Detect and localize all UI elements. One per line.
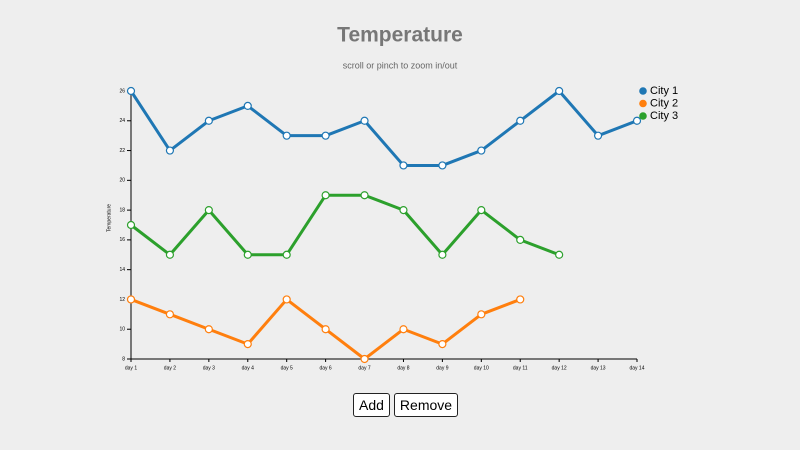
data-point xyxy=(321,325,330,334)
data-point xyxy=(438,340,447,349)
y-tick-label: 8 xyxy=(122,356,125,362)
data-point xyxy=(516,116,525,125)
x-tick-label: day 9 xyxy=(436,365,448,371)
series-line xyxy=(130,193,560,257)
chart: Temperature scroll or pinch to zoom in/o… xyxy=(106,24,678,372)
data-point xyxy=(126,220,136,230)
data-point xyxy=(399,325,408,334)
data-point xyxy=(126,295,136,304)
data-point xyxy=(477,310,486,319)
add-button[interactable]: Add xyxy=(353,393,390,417)
y-tick-label: 16 xyxy=(119,237,125,243)
data-point xyxy=(126,86,136,96)
data-point xyxy=(360,116,369,125)
data-point xyxy=(165,146,175,155)
x-tick-label: day 2 xyxy=(164,365,176,371)
data-point xyxy=(282,131,291,140)
data-point xyxy=(165,250,175,259)
data-point xyxy=(438,161,447,170)
legend-marker xyxy=(639,87,647,95)
data-point xyxy=(516,295,525,304)
legend-label: City 1 xyxy=(650,85,678,97)
data-point xyxy=(593,131,603,140)
button-bar: Add Remove xyxy=(353,393,459,417)
y-tick-label: 12 xyxy=(119,297,125,303)
x-tick-label: day 8 xyxy=(397,365,409,371)
y-tick-label: 24 xyxy=(119,118,125,124)
x-tick-label: day 10 xyxy=(474,365,489,371)
x-tick-label: day 4 xyxy=(242,365,254,371)
x-tick-label: day 1 xyxy=(125,365,137,371)
data-point xyxy=(516,235,525,244)
data-point xyxy=(555,250,564,259)
legend-label: City 3 xyxy=(650,110,678,122)
x-tick-label: day 3 xyxy=(203,365,215,371)
data-point xyxy=(243,250,252,259)
x-tick-label: day 13 xyxy=(591,365,606,371)
data-point xyxy=(321,131,330,140)
y-tick-label: 10 xyxy=(119,327,125,333)
data-point xyxy=(360,354,369,364)
data-point xyxy=(165,310,175,319)
x-tick-label: day 11 xyxy=(513,365,528,371)
legend-label: City 2 xyxy=(650,97,678,109)
data-point xyxy=(204,116,213,125)
y-tick-label: 14 xyxy=(119,267,125,273)
data-point xyxy=(204,206,213,215)
data-point xyxy=(243,340,252,349)
x-tick-label: day 12 xyxy=(552,365,567,371)
chart-title: Temperature xyxy=(337,24,463,47)
series-line xyxy=(129,89,638,167)
data-point xyxy=(321,191,330,200)
y-axis-label: Temperature xyxy=(106,204,112,232)
data-point xyxy=(360,191,369,200)
data-point xyxy=(477,206,486,215)
data-point xyxy=(555,86,564,96)
data-point xyxy=(204,325,213,334)
legend-marker xyxy=(639,99,647,108)
data-point xyxy=(243,101,252,110)
data-point xyxy=(282,295,291,304)
data-point xyxy=(632,116,642,125)
y-tick-label: 20 xyxy=(119,178,125,184)
data-point xyxy=(399,161,408,170)
remove-button[interactable]: Remove xyxy=(393,393,459,417)
x-tick-label: day 7 xyxy=(358,365,370,371)
legend-marker xyxy=(639,112,647,120)
x-tick-label: day 6 xyxy=(319,365,331,371)
x-tick-label: day 14 xyxy=(629,365,644,371)
data-point xyxy=(438,250,447,259)
y-tick-label: 18 xyxy=(119,207,125,213)
data-point xyxy=(477,146,486,155)
y-tick-label: 22 xyxy=(119,148,125,154)
y-tick-label: 26 xyxy=(119,88,125,94)
x-tick-label: day 5 xyxy=(281,365,293,371)
chart-subtitle: scroll or pinch to zoom in/out xyxy=(343,60,458,70)
data-point xyxy=(399,206,408,215)
data-point xyxy=(282,250,291,259)
